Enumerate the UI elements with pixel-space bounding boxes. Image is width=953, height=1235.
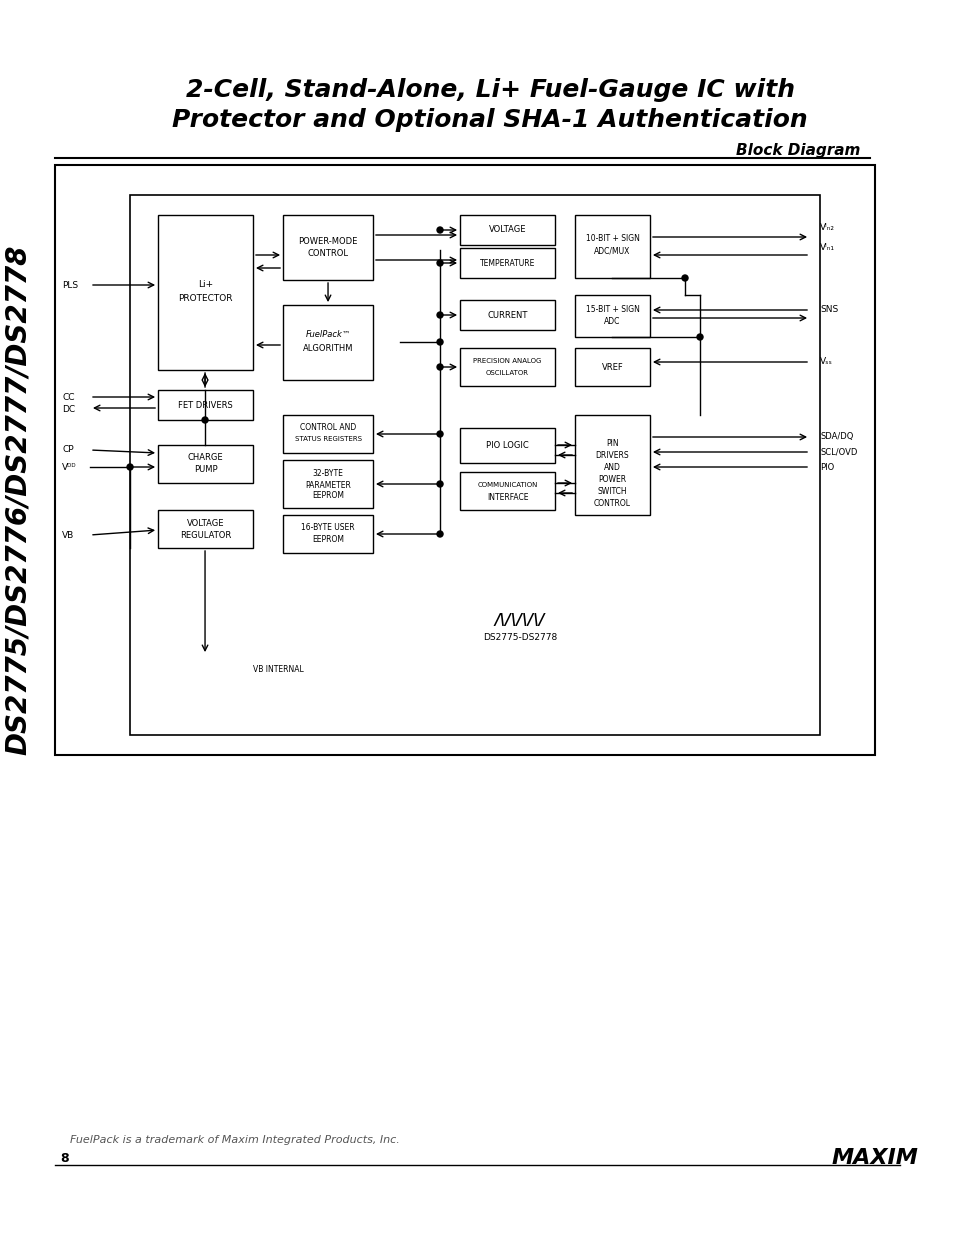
- Text: /\/\/\/\/: /\/\/\/\/: [495, 613, 545, 627]
- Bar: [459, 348, 555, 387]
- Bar: [459, 248, 555, 278]
- Text: PLS: PLS: [62, 280, 78, 289]
- Circle shape: [436, 480, 442, 487]
- Text: PRECISION ANALOG: PRECISION ANALOG: [473, 358, 541, 364]
- Text: VOLTAGE: VOLTAGE: [187, 519, 224, 527]
- Text: DRIVERS: DRIVERS: [595, 451, 629, 459]
- Bar: [158, 215, 253, 370]
- Circle shape: [436, 431, 442, 437]
- Text: CC: CC: [62, 393, 74, 401]
- Circle shape: [697, 333, 702, 340]
- Text: REGULATOR: REGULATOR: [180, 531, 231, 540]
- Text: Protector and Optional SHA-1 Authentication: Protector and Optional SHA-1 Authenticat…: [172, 107, 807, 132]
- Text: PIO: PIO: [820, 462, 833, 472]
- Text: SNS: SNS: [820, 305, 838, 315]
- Bar: [283, 215, 373, 280]
- Text: COMMUNICATION: COMMUNICATION: [476, 482, 537, 488]
- Circle shape: [436, 531, 442, 537]
- Text: CHARGE: CHARGE: [188, 453, 223, 462]
- Text: Vₛₛ: Vₛₛ: [820, 357, 832, 367]
- Bar: [158, 445, 253, 483]
- Bar: [459, 215, 555, 245]
- Bar: [575, 295, 649, 337]
- Text: SWITCH: SWITCH: [598, 487, 627, 495]
- Text: TEMPERATURE: TEMPERATURE: [479, 258, 535, 268]
- Text: PROTECTOR: PROTECTOR: [178, 294, 233, 303]
- Text: EEPROM: EEPROM: [312, 492, 344, 500]
- Bar: [283, 459, 373, 508]
- Text: AND: AND: [603, 462, 620, 472]
- Text: OSCILLATOR: OSCILLATOR: [485, 370, 529, 375]
- Text: CP: CP: [62, 446, 73, 454]
- Text: 15-BIT + SIGN: 15-BIT + SIGN: [585, 305, 639, 314]
- Text: Li+: Li+: [198, 280, 213, 289]
- Circle shape: [681, 275, 687, 282]
- Text: VOLTAGE: VOLTAGE: [488, 226, 526, 235]
- Bar: [55, 165, 874, 755]
- Circle shape: [436, 364, 442, 370]
- Bar: [283, 515, 373, 553]
- Circle shape: [436, 227, 442, 233]
- Bar: [459, 429, 555, 463]
- Text: ALGORITHM: ALGORITHM: [302, 345, 353, 353]
- Bar: [459, 472, 555, 510]
- Text: EEPROM: EEPROM: [312, 536, 344, 545]
- Text: FuelPack is a trademark of Maxim Integrated Products, Inc.: FuelPack is a trademark of Maxim Integra…: [70, 1135, 399, 1145]
- Text: MAXIM: MAXIM: [831, 1149, 918, 1168]
- Text: FuelPack™: FuelPack™: [305, 330, 351, 338]
- Text: FET DRIVERS: FET DRIVERS: [178, 400, 233, 410]
- Text: VREF: VREF: [601, 363, 622, 372]
- Circle shape: [436, 338, 442, 345]
- Bar: [130, 195, 820, 735]
- Text: 2-Cell, Stand-Alone, Li+ Fuel-Gauge IC with: 2-Cell, Stand-Alone, Li+ Fuel-Gauge IC w…: [185, 78, 794, 103]
- Text: CONTROL AND: CONTROL AND: [299, 422, 355, 431]
- Text: PUMP: PUMP: [193, 466, 217, 474]
- Text: DS2775-DS2778: DS2775-DS2778: [482, 634, 557, 642]
- Text: INTERFACE: INTERFACE: [486, 493, 528, 501]
- Text: PIN: PIN: [605, 438, 618, 447]
- Text: Vᴰᴰ: Vᴰᴰ: [62, 463, 76, 473]
- Text: STATUS REGISTERS: STATUS REGISTERS: [294, 436, 361, 442]
- Text: PIO LOGIC: PIO LOGIC: [486, 441, 528, 450]
- Circle shape: [202, 417, 208, 424]
- Bar: [459, 300, 555, 330]
- Text: VB INTERNAL: VB INTERNAL: [253, 666, 303, 674]
- Text: 10-BIT + SIGN: 10-BIT + SIGN: [585, 233, 639, 243]
- Bar: [575, 348, 649, 387]
- Text: Block Diagram: Block Diagram: [735, 142, 859, 158]
- Text: 8: 8: [60, 1151, 69, 1165]
- Text: DC: DC: [62, 405, 75, 415]
- Text: SCL/OVD: SCL/OVD: [820, 447, 857, 457]
- Bar: [158, 390, 253, 420]
- Text: 32-BYTE: 32-BYTE: [313, 469, 343, 478]
- Text: PARAMETER: PARAMETER: [305, 480, 351, 489]
- Text: Vᴵₙ₁: Vᴵₙ₁: [820, 243, 834, 252]
- Bar: [283, 305, 373, 380]
- Text: 16-BYTE USER: 16-BYTE USER: [301, 522, 355, 531]
- Text: VB: VB: [62, 531, 74, 540]
- Bar: [575, 415, 649, 515]
- Circle shape: [127, 464, 132, 471]
- Text: POWER-MODE: POWER-MODE: [298, 237, 357, 246]
- Text: ADC: ADC: [603, 316, 620, 326]
- Text: CONTROL: CONTROL: [307, 249, 348, 258]
- Circle shape: [436, 261, 442, 266]
- Bar: [575, 215, 649, 278]
- Bar: [283, 415, 373, 453]
- Text: Vᴵₙ₂: Vᴵₙ₂: [820, 224, 834, 232]
- Text: SDA/DQ: SDA/DQ: [820, 432, 853, 441]
- Circle shape: [436, 312, 442, 317]
- Text: POWER: POWER: [598, 474, 626, 483]
- Bar: [158, 510, 253, 548]
- Text: ADC/MUX: ADC/MUX: [594, 247, 630, 256]
- Text: CURRENT: CURRENT: [487, 310, 527, 320]
- Text: DS2775/DS2776/DS2777/DS2778: DS2775/DS2776/DS2777/DS2778: [4, 245, 32, 755]
- Text: CONTROL: CONTROL: [594, 499, 630, 508]
